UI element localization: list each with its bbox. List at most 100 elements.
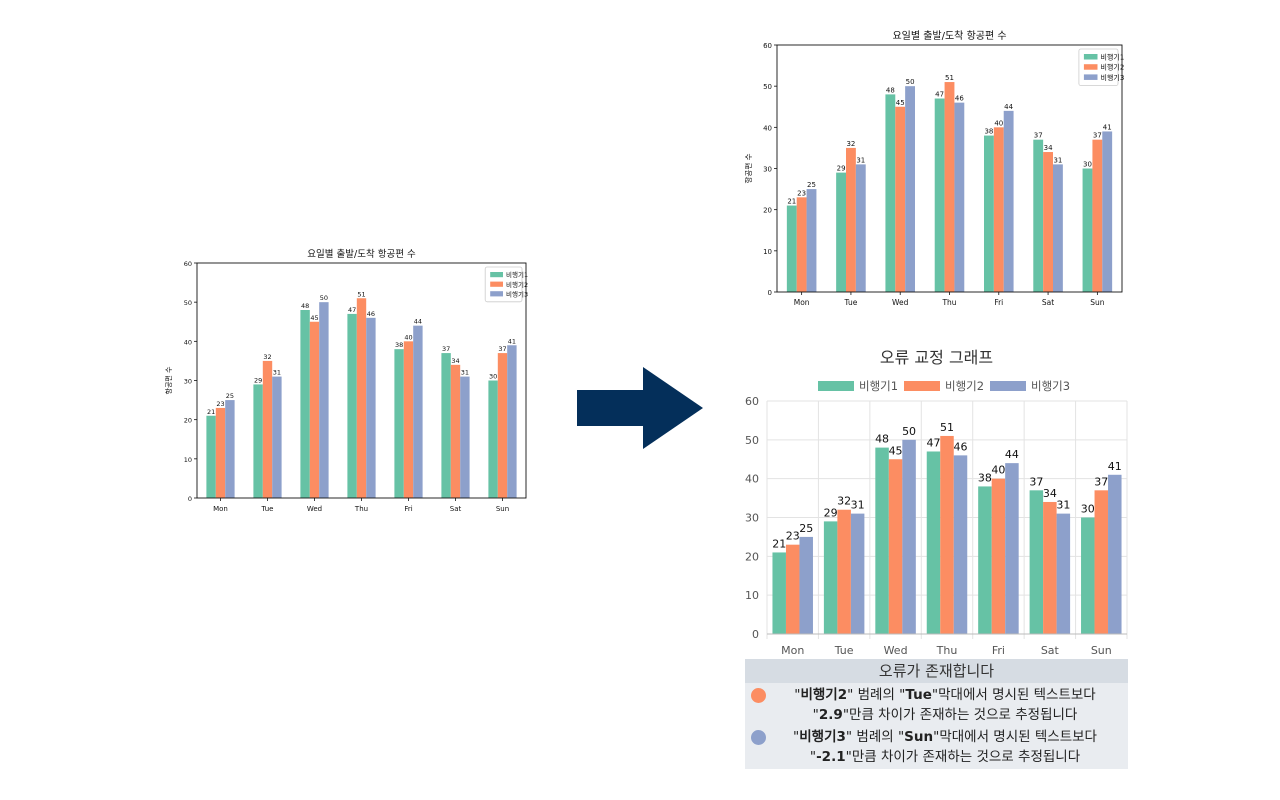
bar bbox=[855, 164, 866, 292]
y-tick-label: 0 bbox=[188, 495, 192, 503]
y-tick-label: 10 bbox=[763, 248, 772, 256]
y-tick-label: 20 bbox=[763, 207, 772, 215]
bar bbox=[1003, 110, 1014, 292]
bar bbox=[1043, 501, 1057, 634]
chart-title: 요일별 출발/도착 항공편 수 bbox=[892, 30, 1006, 42]
bar bbox=[836, 172, 846, 292]
bar-value-label: 38 bbox=[984, 128, 993, 136]
bar-value-label: 34 bbox=[1044, 144, 1053, 152]
bar-value-label: 30 bbox=[489, 373, 497, 381]
bar-value-label: 44 bbox=[414, 318, 422, 326]
bar bbox=[905, 86, 915, 292]
bar-value-label: 31 bbox=[1056, 499, 1070, 512]
bar bbox=[497, 353, 508, 498]
bar bbox=[1005, 463, 1019, 634]
bar bbox=[1043, 152, 1053, 292]
bar-value-label: 29 bbox=[837, 165, 846, 173]
legend-label: 비행기3 bbox=[1031, 379, 1070, 393]
plot-frame bbox=[776, 44, 1123, 293]
legend-swatch bbox=[490, 281, 503, 287]
bar bbox=[926, 451, 941, 634]
bar bbox=[488, 380, 498, 498]
bar bbox=[823, 521, 838, 634]
plot-frame bbox=[196, 262, 527, 499]
y-axis-label: 항공편 수 bbox=[165, 366, 173, 395]
legend-swatch bbox=[490, 291, 503, 297]
bar-value-label: 51 bbox=[357, 290, 365, 298]
y-tick-label: 40 bbox=[745, 473, 759, 486]
bar-value-label: 46 bbox=[367, 310, 375, 318]
bar bbox=[272, 376, 282, 498]
bar bbox=[806, 189, 817, 292]
y-tick-label: 10 bbox=[745, 589, 759, 602]
bar-value-label: 45 bbox=[896, 99, 905, 107]
x-tick-label: Sun bbox=[1090, 298, 1105, 307]
bar bbox=[225, 400, 235, 498]
bar bbox=[356, 298, 367, 498]
y-tick-label: 60 bbox=[745, 395, 759, 408]
bar bbox=[978, 486, 992, 634]
y-tick-label: 60 bbox=[184, 260, 192, 268]
legend-label: 비행기2 bbox=[506, 280, 528, 289]
legend-swatch bbox=[490, 272, 503, 278]
bar-value-label: 47 bbox=[935, 91, 944, 99]
bar-value-label: 50 bbox=[320, 294, 328, 302]
bar-value-label: 31 bbox=[461, 369, 469, 377]
bar bbox=[1082, 168, 1093, 292]
bar-value-label: 31 bbox=[856, 156, 865, 164]
y-tick-label: 30 bbox=[745, 512, 759, 525]
bar-value-label: 51 bbox=[940, 421, 954, 434]
legend-label: 비행기1 bbox=[1101, 53, 1125, 62]
bar-value-label: 38 bbox=[978, 471, 992, 484]
corrected-chart-title: 오류 교정 그래프 bbox=[879, 348, 994, 367]
legend-swatch bbox=[1083, 64, 1098, 70]
bar bbox=[300, 310, 310, 498]
bar bbox=[944, 82, 955, 292]
x-tick-label: Mon bbox=[781, 644, 804, 657]
x-tick-label: Thu bbox=[354, 505, 368, 513]
bar bbox=[394, 349, 404, 498]
legend-swatch bbox=[904, 381, 940, 391]
bar-value-label: 50 bbox=[906, 78, 915, 86]
error-panel: 오류가 존재합니다 "비행기2" 범례의 "Tue"막대에서 명시된 텍스트보다… bbox=[745, 659, 1128, 769]
y-tick-label: 20 bbox=[745, 550, 759, 563]
bar bbox=[796, 197, 807, 292]
bar bbox=[206, 415, 216, 498]
y-tick-label: 30 bbox=[184, 378, 192, 386]
bar bbox=[799, 536, 813, 634]
x-tick-label: Sat bbox=[450, 505, 462, 513]
bar-value-label: 23 bbox=[216, 400, 224, 408]
error-item: "비행기3" 범례의 "Sun"막대에서 명시된 텍스트보다 "-2.1"만큼 … bbox=[745, 725, 1128, 767]
y-tick-label: 0 bbox=[752, 628, 759, 641]
y-tick-label: 40 bbox=[184, 338, 192, 346]
y-axis-label: 항공편 수 bbox=[745, 153, 753, 183]
bar-value-label: 37 bbox=[1034, 132, 1043, 140]
bar-value-label: 30 bbox=[1081, 503, 1095, 516]
bar bbox=[366, 317, 376, 498]
bar bbox=[262, 360, 273, 498]
bar bbox=[888, 459, 903, 634]
bar-value-label: 47 bbox=[927, 436, 941, 449]
bar bbox=[1053, 164, 1063, 292]
bar bbox=[1029, 490, 1044, 634]
bar-value-label: 31 bbox=[851, 499, 865, 512]
bar bbox=[1108, 474, 1122, 634]
legend-label: 비행기2 bbox=[945, 379, 984, 393]
y-tick-label: 50 bbox=[745, 434, 759, 447]
bar-value-label: 21 bbox=[772, 537, 786, 550]
bar-value-label: 40 bbox=[404, 333, 412, 341]
error-panel-header: 오류가 존재합니다 bbox=[745, 659, 1128, 683]
y-tick-label: 20 bbox=[184, 417, 192, 425]
bar bbox=[993, 127, 1004, 292]
legend-label: 비행기1 bbox=[859, 379, 898, 393]
bar bbox=[940, 435, 954, 634]
y-tick-label: 60 bbox=[763, 42, 772, 50]
bar bbox=[954, 102, 965, 292]
x-tick-label: Thu bbox=[941, 298, 956, 307]
x-tick-label: Fri bbox=[404, 505, 412, 513]
bar-value-label: 25 bbox=[807, 181, 816, 189]
bar bbox=[846, 147, 856, 292]
bar bbox=[441, 353, 451, 498]
bar bbox=[1081, 517, 1095, 634]
